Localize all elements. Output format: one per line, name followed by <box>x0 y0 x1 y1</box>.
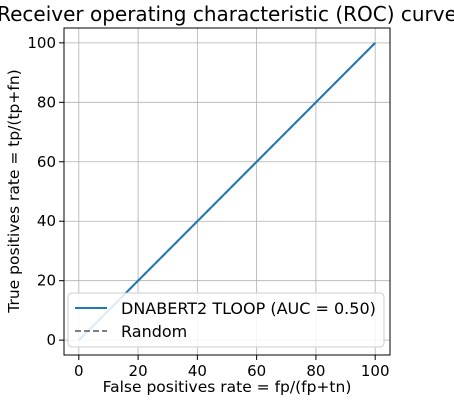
series-lines <box>78 42 376 341</box>
y-tick-label: 60 <box>37 153 56 171</box>
y-axis-label: True positives rate = tp/(tp+fn) <box>5 69 23 313</box>
y-tick-label: 0 <box>46 331 56 349</box>
legend-label-dnabert2: DNABERT2 TLOOP (AUC = 0.50) <box>121 299 376 318</box>
legend-label-random: Random <box>121 322 187 341</box>
x-tick-label: 100 <box>361 362 390 380</box>
chart-title: Receiver operating characteristic (ROC) … <box>0 2 454 26</box>
y-tick-label: 20 <box>37 272 56 290</box>
x-tick-label: 0 <box>74 362 84 380</box>
x-tick-label: 40 <box>188 362 207 380</box>
axis-ticks: 0 20 40 60 80 100 0 20 40 60 80 100 <box>27 34 389 380</box>
x-tick-label: 80 <box>306 362 325 380</box>
x-tick-label: 20 <box>129 362 148 380</box>
legend: DNABERT2 TLOOP (AUC = 0.50) Random <box>67 292 385 348</box>
plot-frame <box>63 27 391 356</box>
x-tick-label: 60 <box>247 362 266 380</box>
y-tick-label: 100 <box>27 34 56 52</box>
y-tick-label: 80 <box>37 93 56 111</box>
legend-box <box>67 292 385 348</box>
y-tick-label: 40 <box>37 212 56 230</box>
series-line-dnabert2 <box>78 42 376 341</box>
x-axis-label: False positives rate = fp/(fp+tn) <box>103 378 352 396</box>
